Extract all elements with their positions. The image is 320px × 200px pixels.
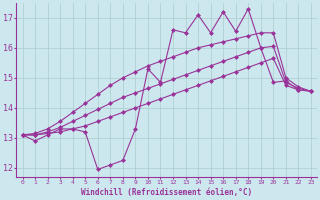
X-axis label: Windchill (Refroidissement éolien,°C): Windchill (Refroidissement éolien,°C) (81, 188, 252, 197)
